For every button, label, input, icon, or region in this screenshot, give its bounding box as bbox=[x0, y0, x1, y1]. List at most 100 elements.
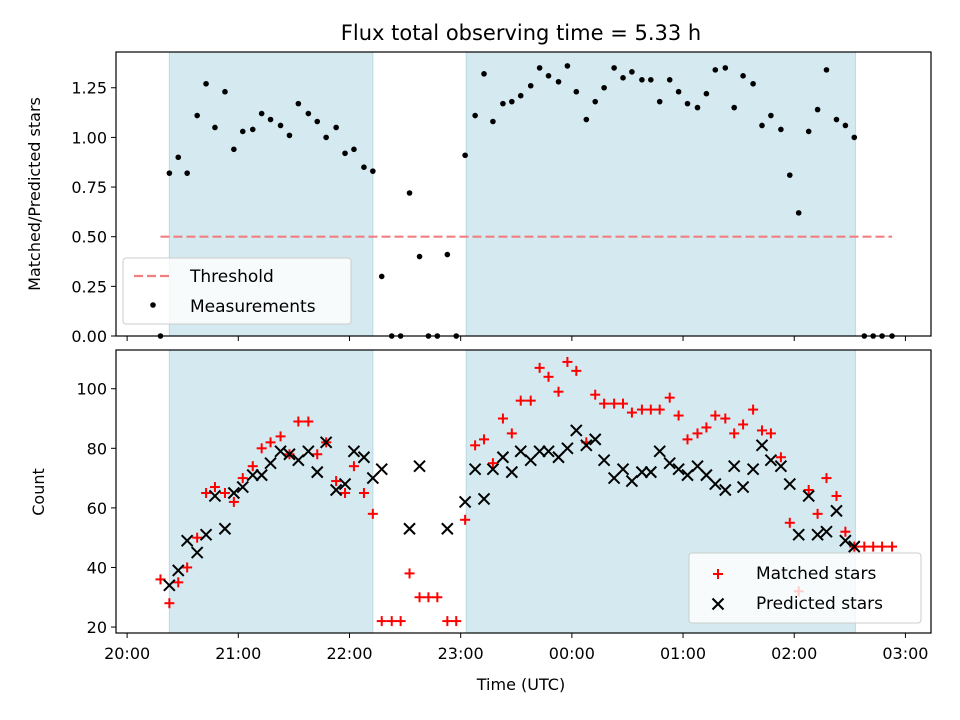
matched-star-point bbox=[155, 574, 166, 585]
predicted-star-point bbox=[357, 451, 371, 464]
measurement-point bbox=[842, 122, 849, 129]
matched-star-point bbox=[812, 508, 823, 519]
predicted-star-point bbox=[580, 439, 593, 452]
measurement-point bbox=[833, 116, 840, 123]
bottom-x-tick-label: 22:00 bbox=[326, 644, 372, 663]
predicted-star-point bbox=[848, 540, 861, 553]
matched-star-point bbox=[192, 532, 203, 543]
matched-star-point bbox=[590, 389, 601, 400]
predicted-star-point bbox=[347, 445, 361, 458]
measurement-point bbox=[406, 190, 413, 196]
matched-star-point bbox=[692, 428, 703, 439]
measurement-point bbox=[601, 84, 607, 91]
matched-star-point bbox=[636, 404, 647, 415]
predicted-star-point bbox=[681, 468, 694, 482]
predicted-star-point bbox=[218, 522, 232, 535]
measurement-point bbox=[656, 98, 663, 105]
measurement-point bbox=[222, 88, 228, 95]
measurement-point bbox=[684, 100, 691, 107]
measurements-legend-label: Measurements bbox=[190, 297, 316, 317]
predicted-star-point bbox=[274, 445, 287, 458]
matched-star-point bbox=[887, 541, 898, 552]
matched-star-point bbox=[506, 428, 517, 439]
matched-star-point bbox=[376, 616, 387, 627]
bottom-y-tick-label: 100 bbox=[76, 380, 107, 399]
bottom-x-tick-label: 01:00 bbox=[660, 644, 706, 663]
matched-star-point bbox=[442, 616, 453, 627]
top-shaded-interval bbox=[465, 51, 856, 337]
measurement-point bbox=[592, 98, 599, 105]
bottom-x-tick-label: 02:00 bbox=[771, 644, 817, 663]
measurement-point bbox=[786, 172, 793, 178]
predicted-star-point bbox=[746, 462, 760, 476]
predicted-star-point bbox=[190, 546, 204, 559]
measurement-point bbox=[175, 154, 182, 161]
predicted-star-point bbox=[533, 445, 546, 458]
measurement-point bbox=[759, 122, 765, 129]
predicted-star-point bbox=[413, 459, 426, 473]
bottom-y-ticks: 20 40 60 80 100 bbox=[76, 380, 116, 637]
predicted-star-point bbox=[292, 454, 305, 467]
matched-star-point bbox=[553, 386, 564, 397]
measurement-point bbox=[370, 168, 376, 174]
top-y-tick-label: 0.25 bbox=[71, 277, 107, 296]
matched-star-point bbox=[470, 440, 481, 451]
matched-star-point bbox=[173, 577, 184, 588]
predicted-star-point bbox=[199, 528, 213, 541]
measurement-point bbox=[545, 73, 552, 79]
predicted-star-point bbox=[719, 483, 732, 497]
measurement-point bbox=[703, 90, 710, 97]
predicted-star-point bbox=[663, 456, 676, 470]
predicted-star-point bbox=[486, 462, 500, 476]
predicted-star-point bbox=[163, 579, 176, 592]
measurement-point bbox=[212, 124, 218, 131]
matched-star-point bbox=[756, 425, 767, 436]
top-y-tick-label: 0.75 bbox=[71, 178, 107, 197]
predicted-star-point bbox=[505, 465, 519, 479]
matched-star-point bbox=[868, 541, 879, 552]
matched-star-point bbox=[775, 452, 786, 463]
matched-star-point bbox=[682, 434, 693, 445]
matched-star-point bbox=[803, 485, 814, 496]
measurement-point bbox=[286, 132, 293, 139]
bottom-x-tick-label: 23:00 bbox=[438, 644, 484, 663]
measurement-point bbox=[509, 98, 515, 105]
predicted-star-point bbox=[255, 468, 268, 482]
measurement-point bbox=[778, 126, 784, 133]
bottom-shaded-interval bbox=[168, 349, 374, 634]
bottom-legend-box bbox=[688, 552, 922, 624]
measurement-point bbox=[573, 88, 580, 95]
matched-star-point bbox=[609, 398, 620, 409]
measurement-point bbox=[184, 170, 190, 176]
matched-star-point bbox=[571, 365, 582, 376]
measurement-point bbox=[249, 126, 256, 133]
top-axes-frame bbox=[115, 51, 932, 337]
predicted-star-point bbox=[227, 486, 241, 500]
matched-star-point bbox=[340, 487, 351, 498]
matched-star-point bbox=[534, 362, 545, 373]
matched-star-point bbox=[331, 476, 342, 487]
measurement-point bbox=[583, 116, 590, 123]
predicted-star-point bbox=[820, 525, 833, 538]
predicted-star-point bbox=[811, 528, 824, 541]
bottom-x-tick-label: 00:00 bbox=[549, 644, 595, 663]
matched-star-point bbox=[821, 473, 832, 484]
measurement-point bbox=[239, 128, 246, 135]
predicted-star-point bbox=[644, 465, 658, 479]
chart-title: Flux total observing time = 5.33 h bbox=[341, 21, 701, 45]
measurement-point bbox=[527, 82, 534, 89]
matched-star-point bbox=[451, 616, 462, 627]
measurement-point bbox=[166, 170, 173, 176]
measurement-point bbox=[203, 80, 209, 87]
predicted-star-point bbox=[635, 465, 649, 479]
bottom-y-tick-label: 60 bbox=[87, 499, 107, 518]
matched-star-point bbox=[367, 508, 378, 519]
predicted-star-point bbox=[839, 534, 852, 547]
measurement-point bbox=[416, 253, 423, 260]
matched-star-point bbox=[664, 392, 675, 403]
matched-star-point bbox=[765, 428, 776, 439]
bottom-x-tick-label: 20:00 bbox=[104, 644, 150, 663]
count-panel: 20 40 60 80 100 20:00 21:00 22:00 23:00 00:00 01:… bbox=[29, 349, 932, 694]
measurement-point bbox=[472, 112, 478, 119]
predicted-star-point bbox=[672, 462, 685, 476]
